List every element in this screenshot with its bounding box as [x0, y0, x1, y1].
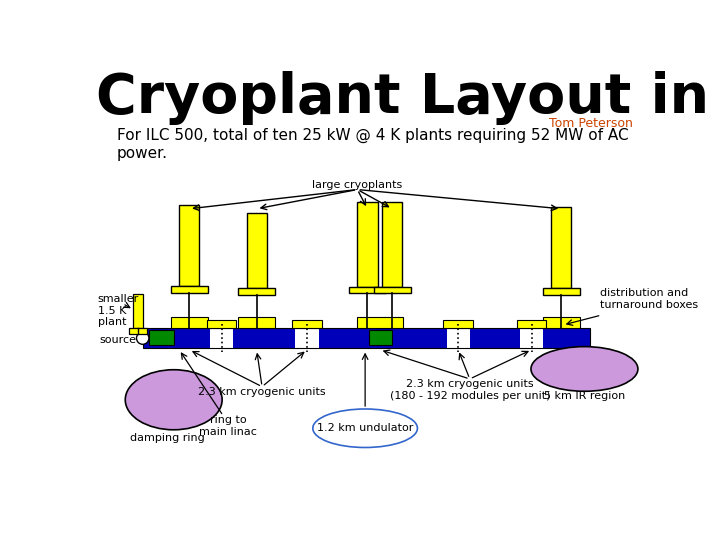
Bar — [133, 294, 143, 328]
Bar — [143, 328, 590, 348]
Text: Tom Peterson: Tom Peterson — [549, 117, 632, 130]
Circle shape — [137, 332, 149, 345]
Bar — [171, 318, 208, 328]
Text: For ILC 500, total of ten 25 kW @ 4 K plants requiring 52 MW of AC
power.: For ILC 500, total of ten 25 kW @ 4 K pl… — [117, 128, 629, 160]
Text: large cryoplants: large cryoplants — [312, 179, 402, 190]
Bar — [551, 207, 571, 288]
Bar — [357, 202, 377, 287]
Bar — [238, 318, 275, 328]
Bar — [469, 328, 520, 348]
Bar — [171, 286, 208, 293]
Text: 5 km IR region: 5 km IR region — [544, 390, 625, 401]
Text: smaller
1.5 K
plant: smaller 1.5 K plant — [98, 294, 139, 327]
Bar — [349, 287, 386, 294]
Bar — [143, 328, 210, 348]
Text: 2.3 km cryogenic units
(180 - 192 modules per unit): 2.3 km cryogenic units (180 - 192 module… — [390, 379, 550, 401]
Bar — [246, 213, 266, 288]
Bar — [238, 288, 275, 295]
Text: ring to
main linac: ring to main linac — [199, 415, 257, 437]
Ellipse shape — [531, 347, 638, 392]
Bar — [543, 288, 580, 295]
Bar — [444, 320, 473, 328]
Bar — [292, 320, 322, 328]
Bar — [369, 330, 392, 345]
Bar — [544, 328, 590, 348]
Text: 1.2 km undulator: 1.2 km undulator — [317, 423, 413, 433]
Bar — [129, 328, 148, 334]
Bar — [149, 330, 174, 345]
Bar — [356, 318, 403, 328]
Text: damping ring: damping ring — [130, 433, 205, 443]
Text: distribution and
turnaround boxes: distribution and turnaround boxes — [600, 288, 698, 310]
Ellipse shape — [125, 370, 222, 430]
Bar — [233, 328, 295, 348]
Bar — [207, 320, 236, 328]
Bar — [382, 202, 402, 287]
Bar — [517, 320, 546, 328]
Text: 2.3 km cryogenic units: 2.3 km cryogenic units — [198, 387, 326, 397]
Text: source: source — [99, 335, 136, 345]
Bar — [179, 205, 199, 286]
Text: Cryoplant Layout in e- Linac: Cryoplant Layout in e- Linac — [96, 71, 720, 125]
Bar — [374, 287, 411, 294]
Bar — [543, 318, 580, 328]
Bar — [319, 328, 446, 348]
